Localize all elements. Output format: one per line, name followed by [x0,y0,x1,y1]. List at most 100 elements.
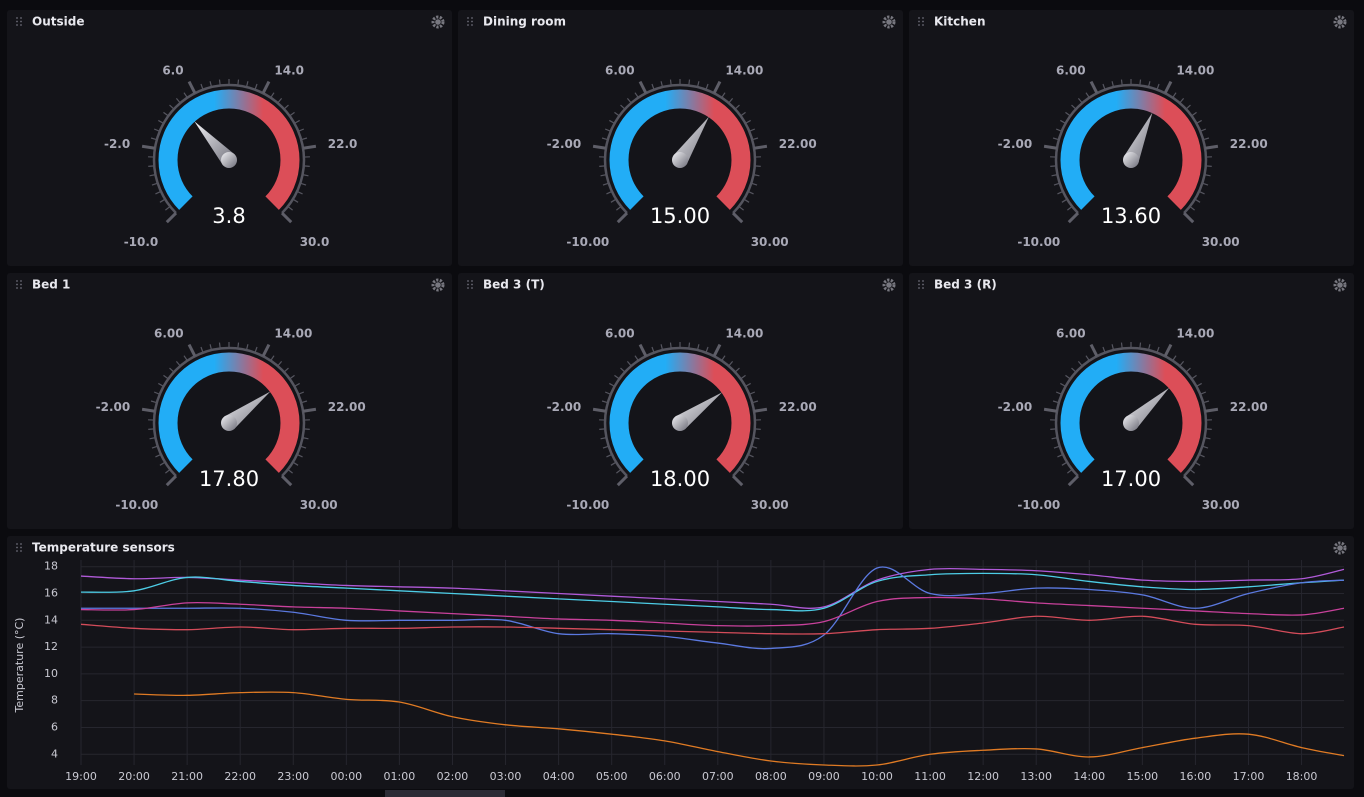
x-tick-label: 12:00 [967,770,999,783]
gauge-tick-label: 6.00 [1056,63,1086,77]
drag-handle-dot [918,20,920,23]
gauge-minor-tick [614,111,620,117]
gauge-tick-label: 6.00 [605,63,635,77]
gauge-minor-tick [301,137,308,141]
gauge-minor-tick [175,98,181,104]
gauge-value: 17.80 [199,467,259,491]
drag-handle-dot [16,280,18,282]
gear-icon[interactable] [1333,15,1347,29]
gauge-minor-tick [604,391,611,395]
gauge-minor-tick [289,111,295,117]
gauge-minor-tick [155,453,162,458]
gauge-ring [1054,346,1208,477]
gauge-minor-tick [1061,198,1068,203]
gauge-tick-label: 14.00 [725,63,763,77]
gauge-minor-tick [1172,355,1177,361]
gear-hub [886,282,892,288]
drag-handle-dot [918,17,920,19]
gauge-minor-tick [1198,453,1205,458]
gauge-minor-tick [1194,198,1201,203]
drag-handle-dot [20,546,22,549]
drag-handle-dot [918,24,920,26]
gauge-minor-tick [751,182,758,186]
gauge-minor-tick [1051,174,1058,177]
scrollbar[interactable] [385,790,505,797]
gauge-minor-tick [151,445,158,449]
x-tick-label: 20:00 [118,770,150,783]
gauge-tick-label: -2.00 [547,137,582,151]
gauge-minor-tick [747,453,754,458]
drag-handle-dot [20,24,22,26]
gauge-minor-tick [183,355,188,361]
gauge-minor-tick [1111,81,1115,88]
panel-title: Kitchen [934,15,986,29]
gear-icon[interactable] [431,15,445,29]
drag-handle-dot [16,283,18,286]
gauge-minor-tick [1147,81,1151,88]
gauge-minor-tick [1198,190,1205,195]
gauge-band [158,352,300,473]
panel [7,273,452,529]
gauge-minor-tick [1052,137,1059,141]
x-tick-label: 21:00 [171,770,203,783]
x-tick-label: 10:00 [861,770,893,783]
gauge-minor-tick [1179,361,1185,367]
gauge-minor-tick [602,182,609,186]
drag-handle-dot [471,17,473,19]
gauge-major-tick [187,80,197,94]
gauge-tick-label: 30.00 [1202,498,1240,512]
gauge-minor-tick [721,355,726,361]
drag-handle-dot [922,287,924,289]
gauge-minor-tick [620,367,626,373]
drag-handle-dot [20,287,22,289]
gauge-minor-tick [740,374,746,380]
panel-title: Bed 3 (T) [483,278,545,292]
gauge-minor-tick [237,342,240,349]
drag-handle-dot [20,17,22,19]
gauge-needle-hub [672,152,688,168]
gauge-major-tick [731,211,744,224]
gauge-minor-tick [734,367,740,373]
gauge-minor-tick [1202,182,1209,186]
gauge-minor-tick [1055,128,1062,132]
gear-icon[interactable] [1333,541,1347,555]
gauge-major-tick [1204,407,1219,413]
drag-handle-dot [922,280,924,282]
gauge-tick-label: 30.00 [751,498,789,512]
y-tick-label: 6 [51,720,58,733]
gauge-minor-tick [745,382,751,387]
y-tick-label: 12 [44,640,58,653]
y-tick-label: 14 [44,613,58,626]
gauge-minor-tick [753,437,760,440]
gear-icon[interactable] [1333,278,1347,292]
gauge-minor-tick [300,445,307,449]
gear-icon[interactable] [431,278,445,292]
x-tick-label: 22:00 [224,770,256,783]
panel-title: Bed 1 [32,278,70,292]
panel-title: Bed 3 (R) [934,278,997,292]
gauge-tick-label: 22.00 [779,400,817,414]
gauge-tick-label: -10.00 [115,498,158,512]
x-tick-label: 07:00 [702,770,734,783]
gauge-minor-tick [1194,461,1201,466]
gauge-tick-label: 22.00 [1230,137,1268,151]
gauge-major-tick [1043,144,1058,150]
gauge-minor-tick [1057,190,1064,195]
drag-handle-dot [16,543,18,545]
gauge-minor-tick [688,342,691,349]
series-line [80,596,1345,627]
gauge-tick-label: -10.00 [566,235,609,249]
gear-icon[interactable] [882,278,896,292]
gauge-minor-tick [292,198,299,203]
gauge-minor-tick [301,400,308,404]
gauge-minor-tick [1053,445,1060,449]
panel [7,536,1354,789]
gear-icon[interactable] [882,15,896,29]
gauge-tick-label: 30.00 [751,235,789,249]
gauge-minor-tick [747,190,754,195]
x-tick-label: 03:00 [490,770,522,783]
gauge-minor-tick [270,355,275,361]
gauge-value: 15.00 [650,204,710,228]
gauge-minor-tick [738,205,744,211]
